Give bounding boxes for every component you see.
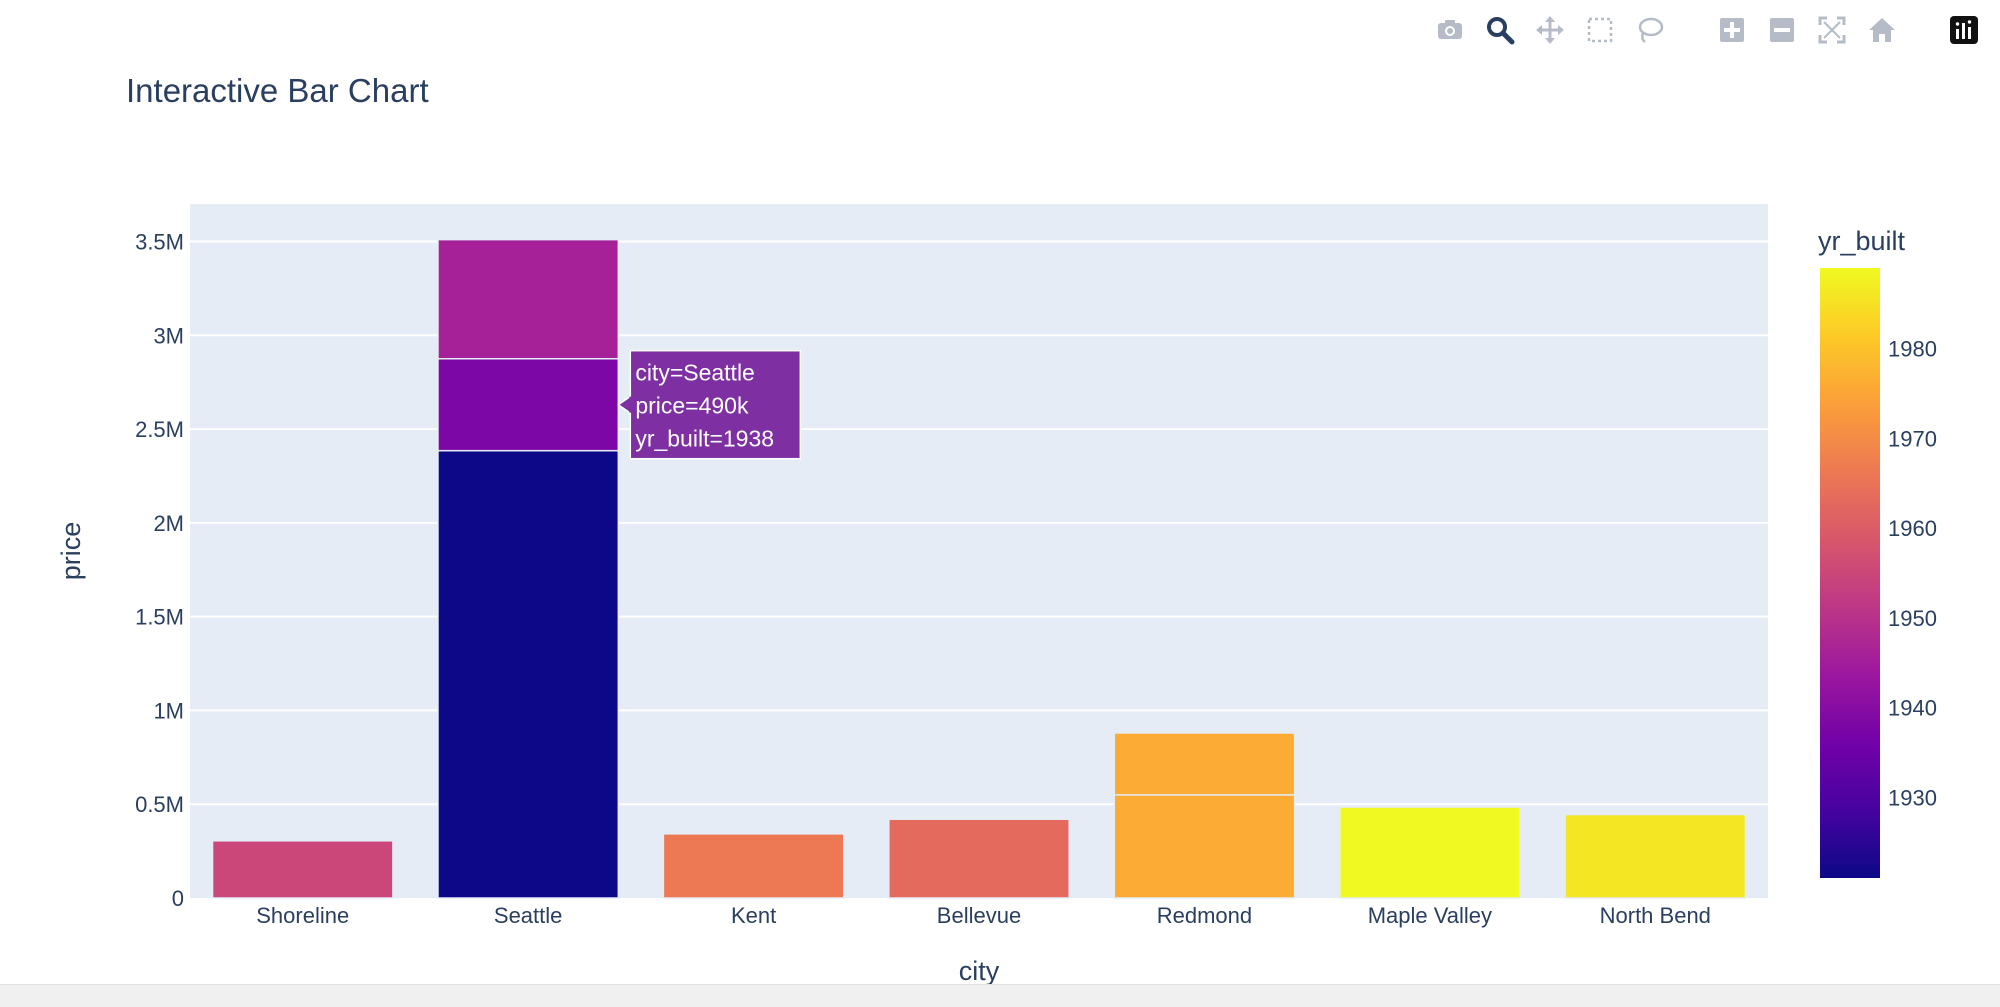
colorbar-tick-label: 1950	[1888, 606, 1937, 631]
x-tick-label: Bellevue	[937, 903, 1021, 928]
lasso-select-icon[interactable]	[1632, 12, 1668, 48]
colorbar-tick-label: 1970	[1888, 426, 1937, 451]
bar-segment-north-bend-9[interactable]	[1564, 813, 1747, 899]
x-axis-title: city	[959, 956, 1000, 986]
colorbar-title: yr_built	[1818, 226, 1906, 256]
colorbar-tick-label: 1930	[1888, 785, 1937, 810]
zoom-out-icon[interactable]	[1764, 12, 1800, 48]
tooltip-line: yr_built=1938	[635, 426, 774, 452]
x-tick-label: Redmond	[1157, 903, 1252, 928]
y-tick-label: 3.5M	[135, 230, 184, 255]
x-tick-label: Kent	[731, 903, 776, 928]
y-axis-title: price	[56, 522, 86, 581]
x-tick-label: Shoreline	[256, 903, 349, 928]
bar-segment-maple-valley-8[interactable]	[1338, 806, 1521, 899]
bar-segment-seattle-1[interactable]	[437, 449, 620, 899]
y-tick-label: 2M	[153, 511, 184, 536]
x-tick-label: North Bend	[1600, 903, 1711, 928]
colorbar-tick-label: 1940	[1888, 696, 1937, 721]
bar-segment-shoreline-0[interactable]	[211, 840, 394, 899]
x-tick-label: Maple Valley	[1368, 903, 1492, 928]
colorbar-tick-label: 1960	[1888, 516, 1937, 541]
bar-segment-redmond-7[interactable]	[1113, 732, 1296, 796]
tooltip-line: city=Seattle	[635, 360, 755, 386]
hover-tooltip: city=Seattle price=490k yr_built=1938	[616, 349, 802, 460]
x-tick-label: Seattle	[494, 903, 563, 928]
bar-segment-seattle-3[interactable]	[437, 238, 620, 360]
bottom-bar	[0, 984, 2000, 1007]
box-select-icon[interactable]	[1582, 12, 1618, 48]
colorbar-tick-label: 1980	[1888, 337, 1937, 362]
modebar	[1432, 10, 1982, 50]
y-tick-label: 2.5M	[135, 417, 184, 442]
y-tick-label: 1M	[153, 698, 184, 723]
plotly-logo-icon[interactable]	[1946, 12, 1982, 48]
zoom-in-icon[interactable]	[1714, 12, 1750, 48]
autoscale-icon[interactable]	[1814, 12, 1850, 48]
bar-segment-seattle-2[interactable]	[437, 357, 620, 452]
y-tick-label: 3M	[153, 323, 184, 348]
bar-segment-bellevue-5[interactable]	[888, 818, 1070, 899]
pan-icon[interactable]	[1532, 12, 1568, 48]
bar-segment-kent-4[interactable]	[662, 833, 845, 899]
bar-segment-redmond-6[interactable]	[1113, 794, 1296, 899]
y-tick-label: 0	[172, 886, 184, 911]
tooltip-line: price=490k	[635, 393, 749, 419]
reset-axes-icon[interactable]	[1864, 12, 1900, 48]
colorbar	[1820, 268, 1880, 878]
zoom-icon[interactable]	[1482, 12, 1518, 48]
y-tick-label: 1.5M	[135, 605, 184, 630]
plot-background[interactable]	[190, 204, 1768, 898]
y-tick-label: 0.5M	[135, 792, 184, 817]
camera-icon[interactable]	[1432, 12, 1468, 48]
chart-title: Interactive Bar Chart	[126, 72, 429, 109]
